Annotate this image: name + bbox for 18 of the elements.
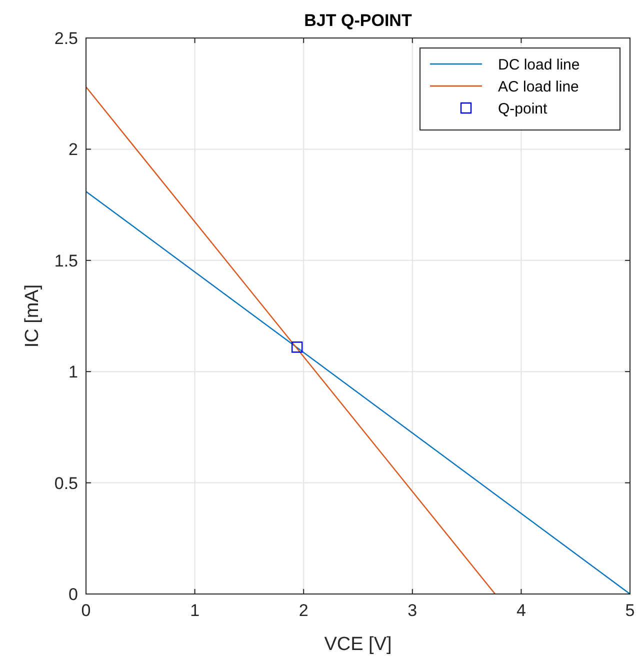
y-tick-label: 1 (68, 362, 78, 382)
x-tick-label: 3 (408, 601, 418, 620)
y-tick-label: 0 (68, 584, 78, 604)
x-axis-title: VCE [V] (324, 634, 392, 655)
legend-label: DC load line (498, 56, 580, 74)
chart-title: BJT Q-POINT (304, 11, 412, 30)
x-tick-label: 5 (625, 601, 635, 620)
y-axis-title: IC [mA] (22, 284, 43, 348)
x-tick-label: 1 (190, 601, 200, 620)
legend-label: Q-point (498, 100, 548, 118)
y-tick-label: 0.5 (54, 474, 78, 493)
y-tick-label: 2.5 (54, 28, 78, 48)
y-tick-label: 2 (68, 140, 78, 160)
x-tick-label: 0 (81, 601, 91, 620)
x-tick-label: 2 (298, 601, 308, 620)
legend-label: AC load line (498, 78, 579, 96)
x-tick-label: 4 (516, 601, 526, 620)
y-tick-label: 1.5 (54, 251, 78, 270)
